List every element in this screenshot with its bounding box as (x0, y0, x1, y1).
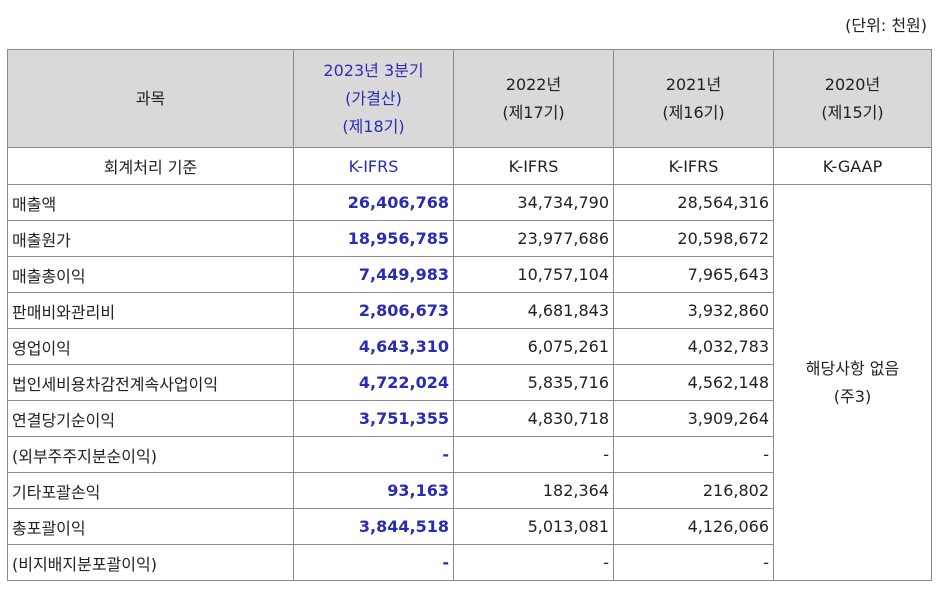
value-2021: 3,909,264 (613, 400, 774, 437)
value-2023: 4,722,024 (293, 364, 454, 401)
table-row: (비지배지분포괄이익) - - - (7, 544, 932, 581)
header-2023-line3: (제18기) (342, 116, 405, 136)
value-2021: 4,032,783 (613, 328, 774, 365)
row-label: 매출원가 (7, 220, 294, 257)
standard-2020: K-GAAP (773, 147, 932, 185)
value-2021: 4,562,148 (613, 364, 774, 401)
col-2020-note-line1: 해당사항 없음 (805, 358, 900, 378)
row-label: (외부주주지분순이익) (7, 436, 294, 473)
value-2021: 28,564,316 (613, 184, 774, 221)
value-2023: - (293, 544, 454, 581)
value-2021: 3,932,860 (613, 292, 774, 329)
row-label: 매출액 (7, 184, 294, 221)
header-2022: 2022년 (제17기) (453, 49, 614, 148)
value-2023: 4,643,310 (293, 328, 454, 365)
row-label: 법인세비용차감전계속사업이익 (7, 364, 294, 401)
value-2021: - (613, 436, 774, 473)
header-2023-line2: (가결산) (345, 88, 402, 108)
table-row: 매출총이익 7,449,983 10,757,104 7,965,643 (7, 256, 932, 293)
standard-2021: K-IFRS (613, 147, 774, 185)
value-2022: 6,075,261 (453, 328, 614, 365)
value-2021: 7,965,643 (613, 256, 774, 293)
value-2023: 26,406,768 (293, 184, 454, 221)
value-2022: 5,013,081 (453, 508, 614, 545)
row-label: 총포괄이익 (7, 508, 294, 545)
row-label: 연결당기순이익 (7, 400, 294, 437)
header-subject: 과목 (7, 49, 294, 148)
value-2022: - (453, 544, 614, 581)
header-2020-line2: (제15기) (821, 102, 884, 122)
table-row: (외부주주지분순이익) - - - (7, 436, 932, 473)
value-2023: - (293, 436, 454, 473)
row-label: 영업이익 (7, 328, 294, 365)
table-row: 매출원가 18,956,785 23,977,686 20,598,672 (7, 220, 932, 257)
table-row: 판매비와관리비 2,806,673 4,681,843 3,932,860 (7, 292, 932, 329)
header-2020: 2020년 (제15기) (773, 49, 932, 148)
unit-note: (단위: 천원) (845, 16, 927, 35)
value-2023: 3,844,518 (293, 508, 454, 545)
value-2022: 23,977,686 (453, 220, 614, 257)
table-row: 매출액 26,406,768 34,734,790 28,564,316 해당사… (7, 184, 932, 581)
header-2021-line1: 2021년 (665, 74, 722, 94)
financial-summary-table: 과목 2023년 3분기 (가결산) (제18기) 2022년 (제17기) 2… (7, 49, 932, 581)
standard-2022: K-IFRS (453, 147, 614, 185)
standard-label: 회계처리 기준 (7, 147, 294, 185)
col-2020-note: 해당사항 없음 (주3) (773, 184, 932, 581)
value-2023: 3,751,355 (293, 400, 454, 437)
col-2020-note-line2: (주3) (833, 386, 872, 406)
value-2022: 4,681,843 (453, 292, 614, 329)
value-2022: 182,364 (453, 472, 614, 509)
header-2020-line1: 2020년 (824, 74, 881, 94)
value-2023: 18,956,785 (293, 220, 454, 257)
table-header-row: 과목 2023년 3분기 (가결산) (제18기) 2022년 (제17기) 2… (7, 49, 932, 148)
accounting-standard-row: 회계처리 기준 K-IFRS K-IFRS K-IFRS K-GAAP (7, 147, 932, 185)
standard-2023: K-IFRS (293, 147, 454, 185)
value-2022: 10,757,104 (453, 256, 614, 293)
value-2021: 4,126,066 (613, 508, 774, 545)
value-2023: 93,163 (293, 472, 454, 509)
header-2023: 2023년 3분기 (가결산) (제18기) (293, 49, 454, 148)
header-2021: 2021년 (제16기) (613, 49, 774, 148)
value-2023: 2,806,673 (293, 292, 454, 329)
header-2022-line1: 2022년 (505, 74, 562, 94)
table-row: 영업이익 4,643,310 6,075,261 4,032,783 (7, 328, 932, 365)
value-2022: 34,734,790 (453, 184, 614, 221)
table-row: 총포괄이익 3,844,518 5,013,081 4,126,066 (7, 508, 932, 545)
row-label: (비지배지분포괄이익) (7, 544, 294, 581)
value-2021: - (613, 544, 774, 581)
value-2023: 7,449,983 (293, 256, 454, 293)
row-label: 판매비와관리비 (7, 292, 294, 329)
table-row: 법인세비용차감전계속사업이익 4,722,024 5,835,716 4,562… (7, 364, 932, 401)
header-2022-line2: (제17기) (502, 102, 565, 122)
table-row: 연결당기순이익 3,751,355 4,830,718 3,909,264 (7, 400, 932, 437)
row-label: 매출총이익 (7, 256, 294, 293)
value-2022: - (453, 436, 614, 473)
value-2021: 20,598,672 (613, 220, 774, 257)
value-2021: 216,802 (613, 472, 774, 509)
value-2022: 5,835,716 (453, 364, 614, 401)
row-label: 기타포괄손익 (7, 472, 294, 509)
header-2021-line2: (제16기) (662, 102, 725, 122)
header-2023-line1: 2023년 3분기 (323, 60, 424, 80)
value-2022: 4,830,718 (453, 400, 614, 437)
